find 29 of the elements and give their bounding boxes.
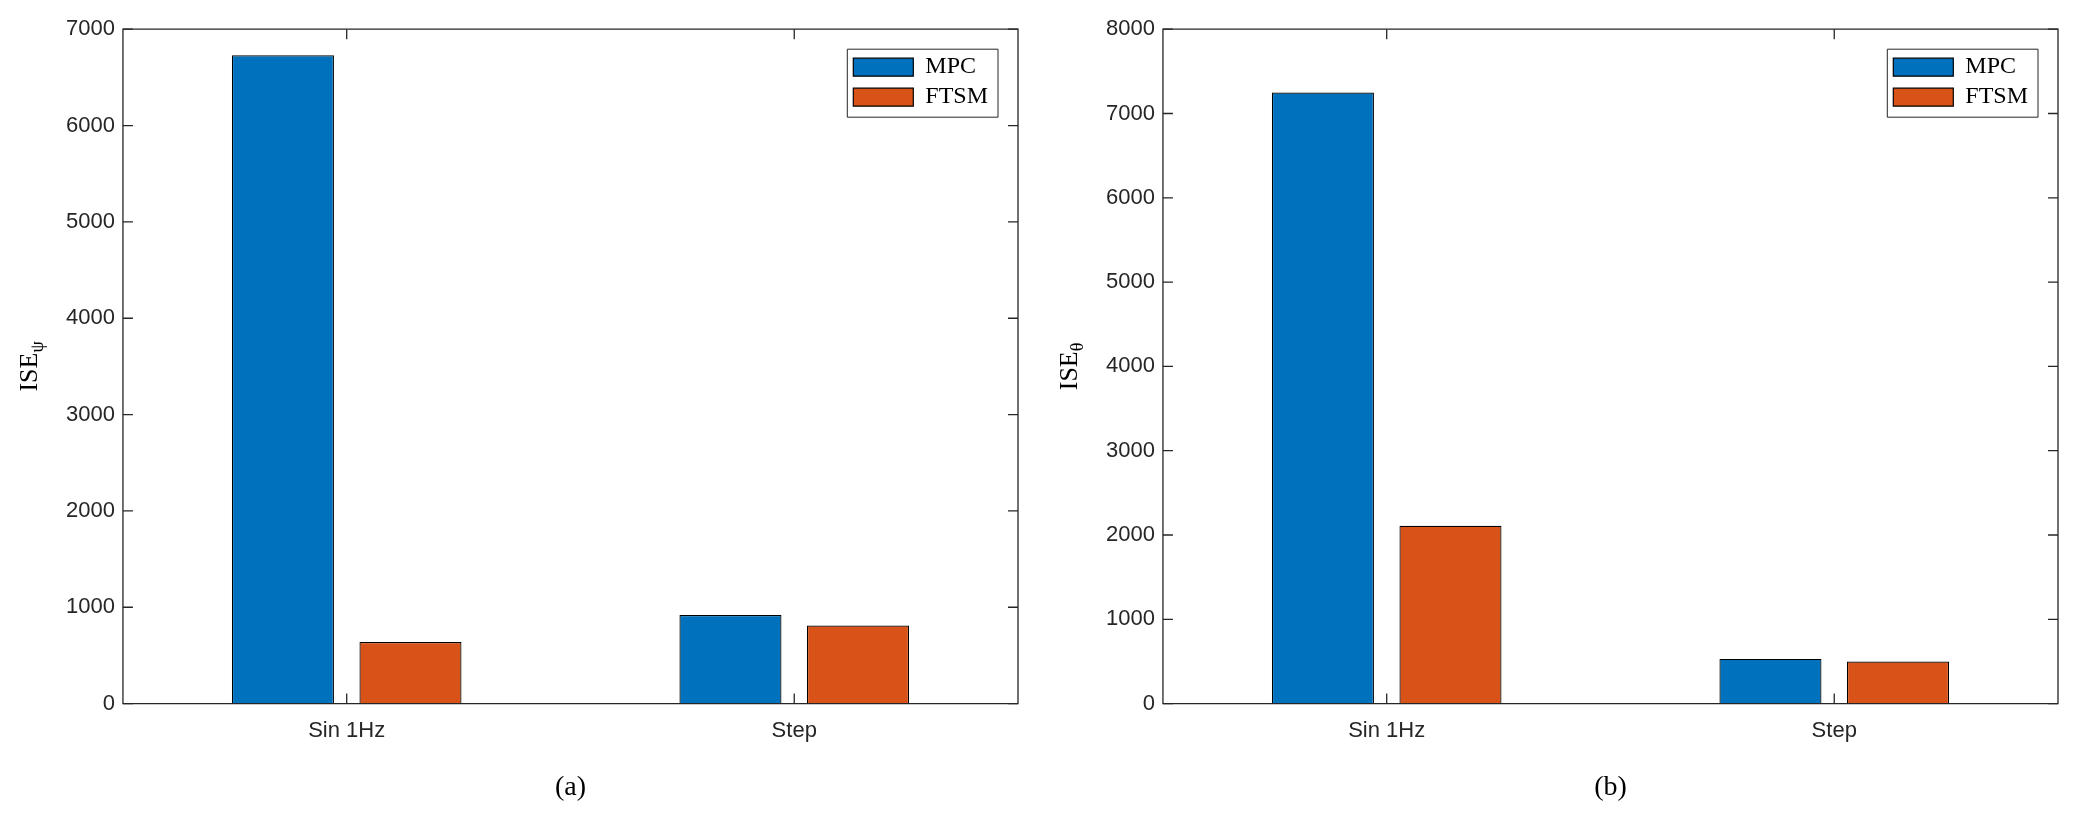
y-tick-label: 1000 [1105, 605, 1155, 631]
y-tick-label: 4000 [65, 304, 115, 330]
x-axis-title: (a) [554, 770, 587, 802]
y-axis-title: ISEψ [13, 340, 47, 392]
y-tick-label: 6000 [1105, 183, 1155, 209]
x-tick-label: Step [771, 716, 817, 742]
y-tick-label: 2000 [1105, 521, 1155, 547]
x-tick-label: Step [1811, 716, 1857, 742]
x-tick-label: Sin 1Hz [308, 716, 386, 742]
y-axis-title: ISEθ [1053, 342, 1087, 391]
y-tick-label: 2000 [65, 496, 115, 522]
legend-label: MPC [925, 52, 977, 79]
y-tick-label: 3000 [1105, 436, 1155, 462]
y-tick-label: 4000 [1105, 352, 1155, 378]
y-tick-label: 5000 [65, 207, 115, 233]
legend-label: MPC [1965, 52, 2017, 79]
y-tick-label: 6000 [65, 111, 115, 137]
y-tick-label: 7000 [65, 15, 115, 41]
y-tick-label: 3000 [65, 400, 115, 426]
x-axis-title: (b) [1594, 770, 1627, 802]
y-tick-label: 0 [102, 689, 115, 715]
y-tick-label: 1000 [65, 593, 115, 619]
legend-label: FTSM [925, 82, 989, 109]
y-tick-label: 8000 [1105, 15, 1155, 41]
legend-label: FTSM [1965, 82, 2029, 109]
x-tick-label: Sin 1Hz [1348, 716, 1426, 742]
y-tick-label: 7000 [1105, 99, 1155, 125]
y-tick-label: 5000 [1105, 268, 1155, 294]
y-tick-label: 0 [1142, 689, 1155, 715]
